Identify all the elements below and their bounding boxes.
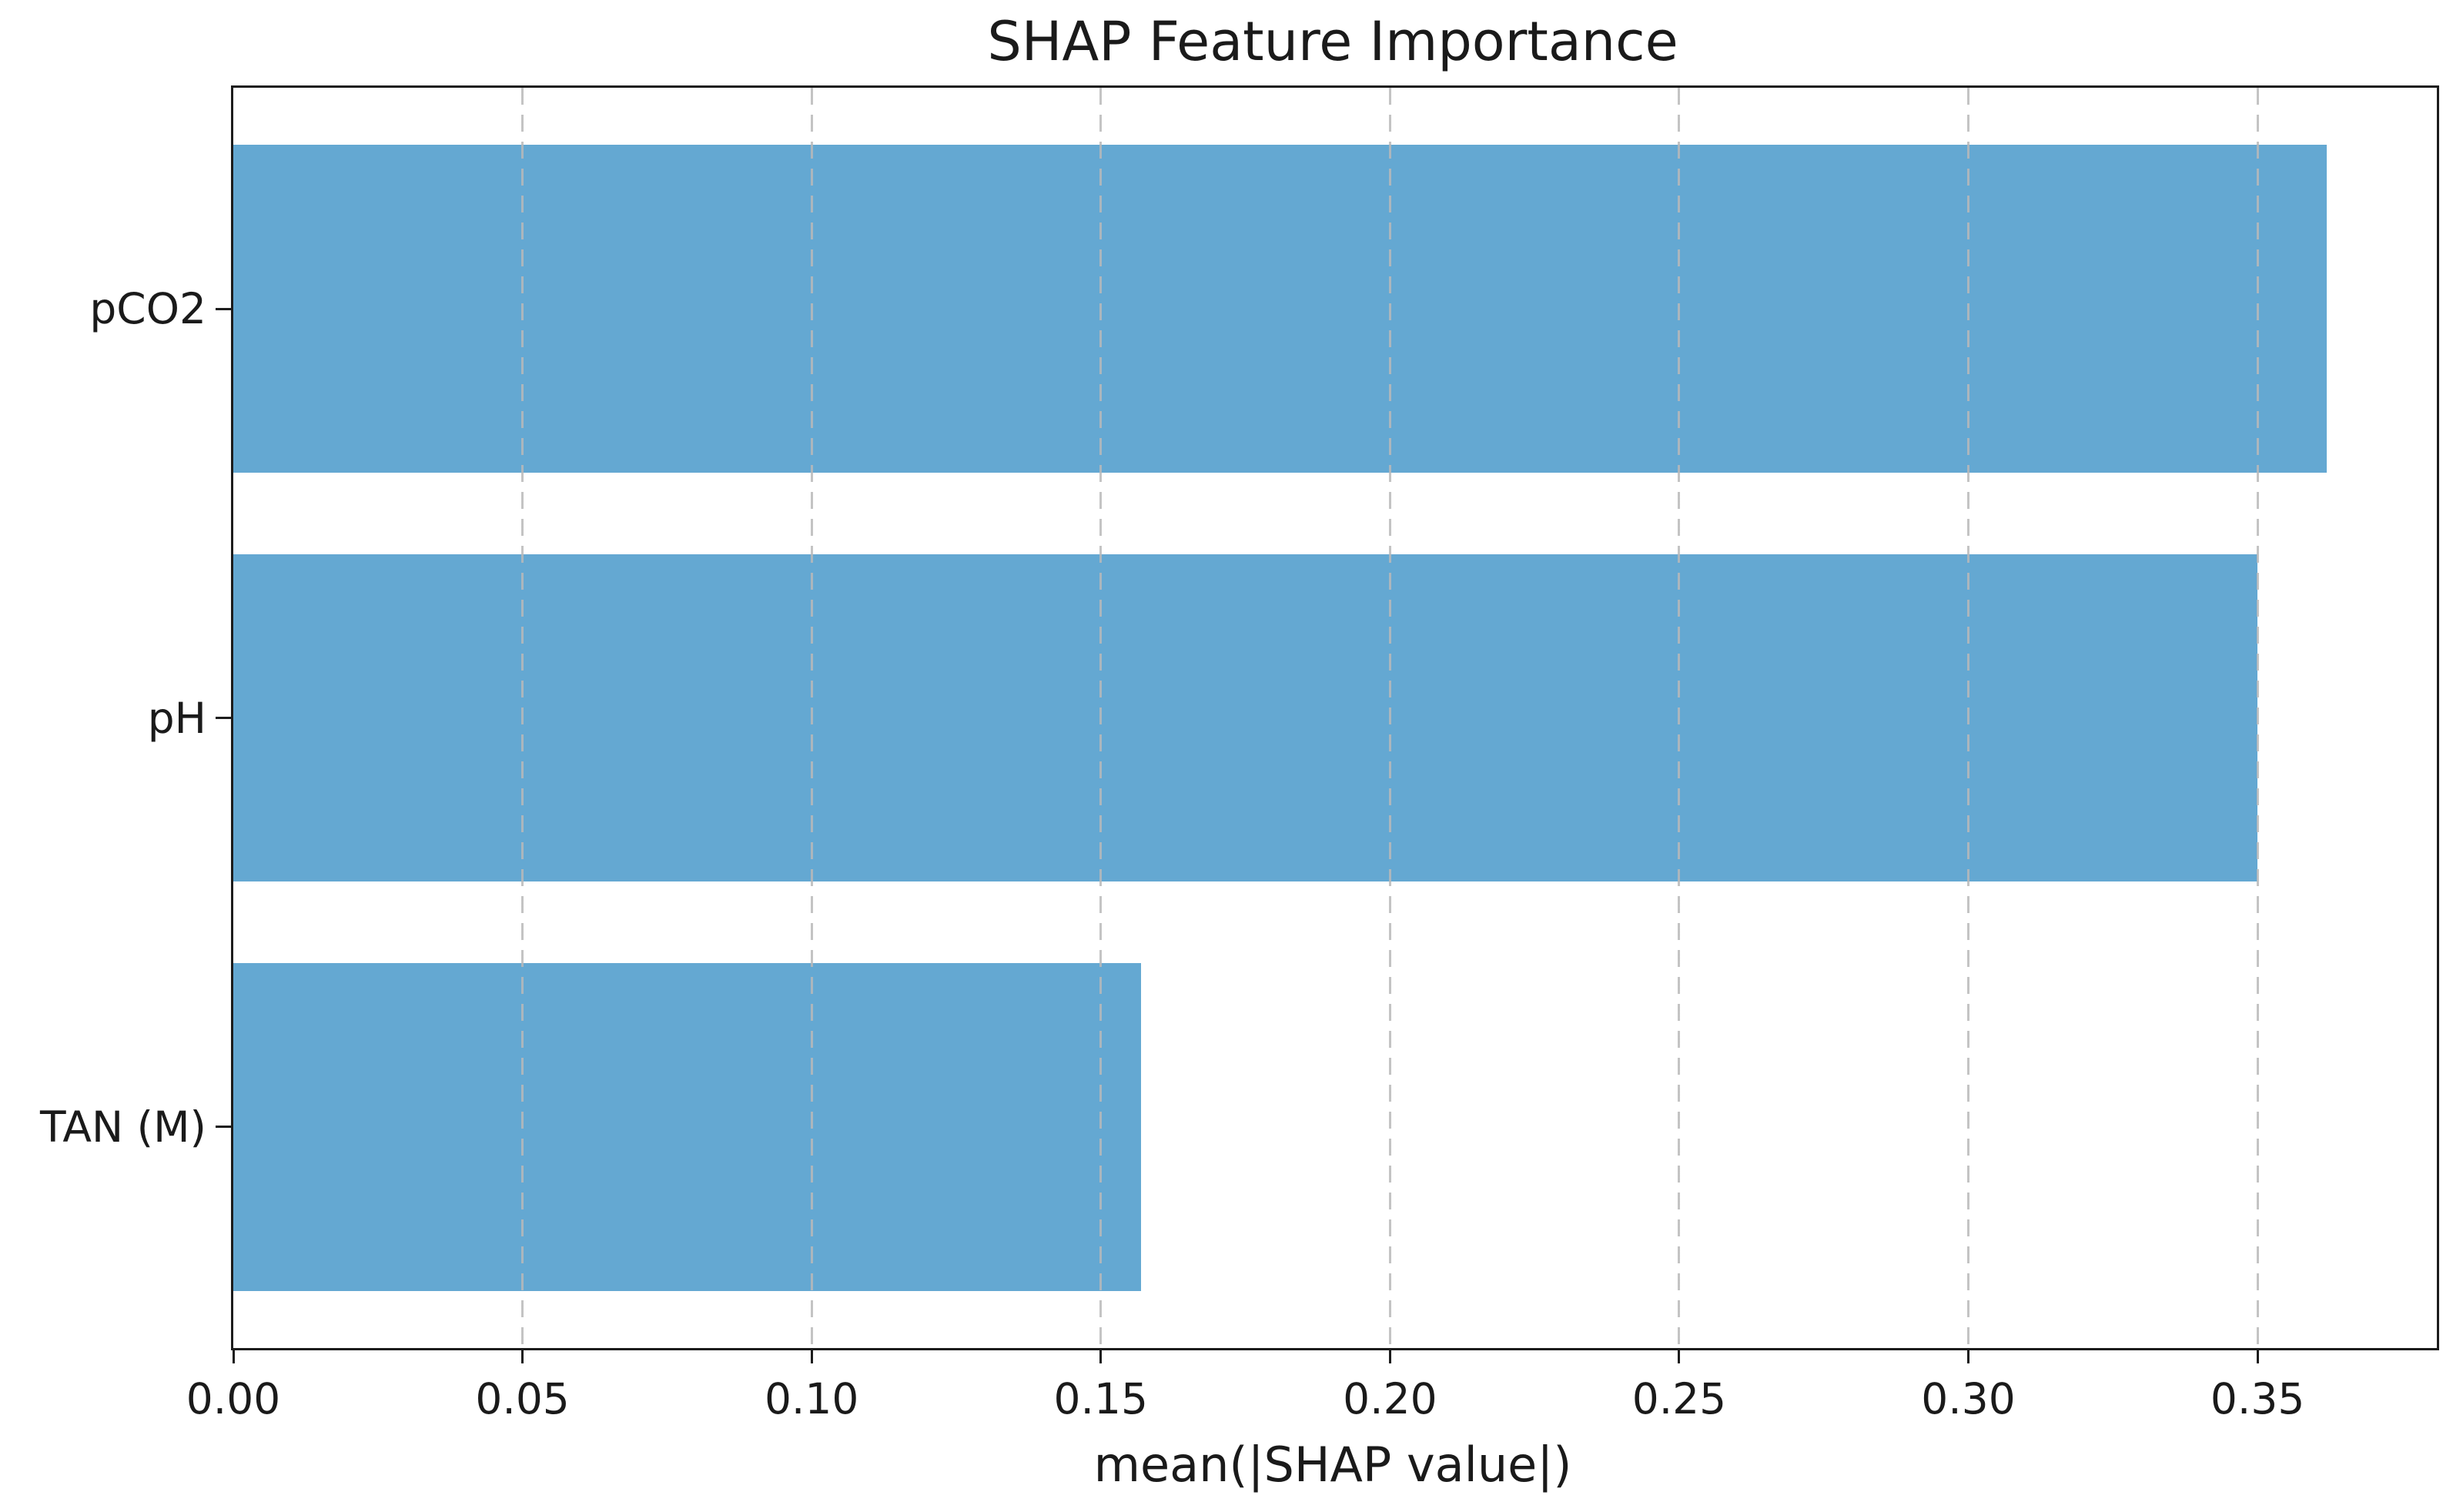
x-tick-mark [1967,1348,1970,1363]
plot-area [231,85,2439,1350]
gridline [1967,88,1970,1348]
y-tick-mark [216,717,231,719]
x-tick-label: 0.05 [475,1374,570,1423]
x-tick-mark [1388,1348,1391,1363]
chart-title: SHAP Feature Importance [987,10,1678,73]
x-tick-label: 0.00 [186,1374,281,1423]
y-tick-mark [216,1126,231,1129]
x-tick-label: 0.10 [764,1374,859,1423]
x-tick-label: 0.15 [1053,1374,1148,1423]
y-tick-mark [216,307,231,310]
gridline [521,88,524,1348]
gridline [1099,88,1103,1348]
gridlines-layer [233,88,2437,1348]
y-tick-label: pH [147,693,206,743]
bar [233,963,1142,1291]
x-tick-mark [232,1348,235,1363]
x-tick-mark [810,1348,813,1363]
x-tick-label: 0.25 [1631,1374,1727,1423]
bar [233,145,2328,473]
y-tick-label: pCO2 [89,284,206,333]
x-tick-mark [1678,1348,1681,1363]
bars-layer [233,88,2437,1348]
bar [233,554,2258,882]
y-tick-label: TAN (M) [40,1102,206,1152]
gridline [810,88,813,1348]
x-tick-label: 0.20 [1343,1374,1437,1423]
x-tick-mark [521,1348,524,1363]
gridline [2256,88,2259,1348]
x-tick-mark [2256,1348,2259,1363]
gridline [1678,88,1681,1348]
x-tick-label: 0.35 [2210,1374,2305,1423]
x-tick-mark [1099,1348,1103,1363]
gridline [1388,88,1391,1348]
x-tick-label: 0.30 [1921,1374,2016,1423]
x-axis-label: mean(|SHAP value|) [1093,1437,1572,1493]
